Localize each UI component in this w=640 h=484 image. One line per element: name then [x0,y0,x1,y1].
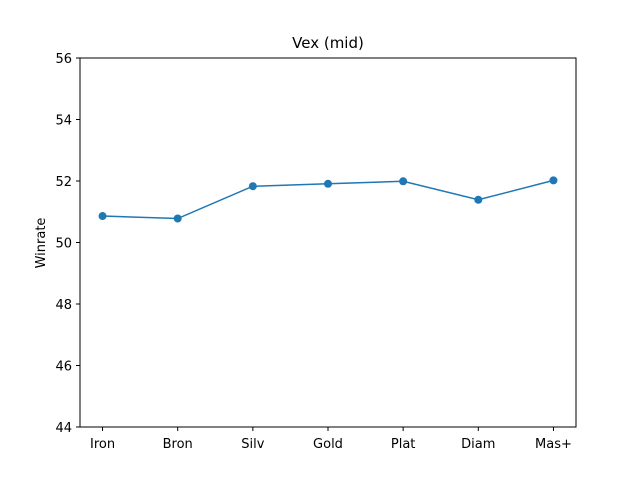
x-tick-label: Silv [241,437,264,452]
series-layer [98,176,558,223]
chart-title: Vex (mid) [292,34,364,52]
x-tick-label: Gold [313,437,343,452]
x-axis-ticks: Iron Bron Silv Gold Plat Diam Mas+ [90,427,572,452]
plot-frame [79,57,577,428]
y-tick-label: 52 [55,175,72,190]
data-point [549,176,558,185]
y-tick-label: 50 [55,237,72,252]
data-point [474,195,483,204]
y-tick-label: 54 [55,114,72,129]
x-tick-label: Iron [90,437,115,452]
data-point [98,212,107,221]
data-point [173,214,182,223]
y-tick-label: 44 [55,421,72,436]
x-tick-label: Diam [461,437,495,452]
y-tick-label: 56 [55,52,72,67]
y-axis-label: Winrate [34,218,49,269]
y-tick-label: 46 [55,360,72,375]
data-point [248,182,257,191]
data-point [324,179,332,188]
y-axis-ticks: 44 46 48 50 52 54 56 [55,52,80,436]
x-tick-label: Mas+ [535,437,572,452]
y-tick-label: 48 [55,298,72,313]
data-point [399,177,408,186]
x-tick-label: Plat [391,437,416,452]
x-tick-label: Bron [163,437,193,452]
